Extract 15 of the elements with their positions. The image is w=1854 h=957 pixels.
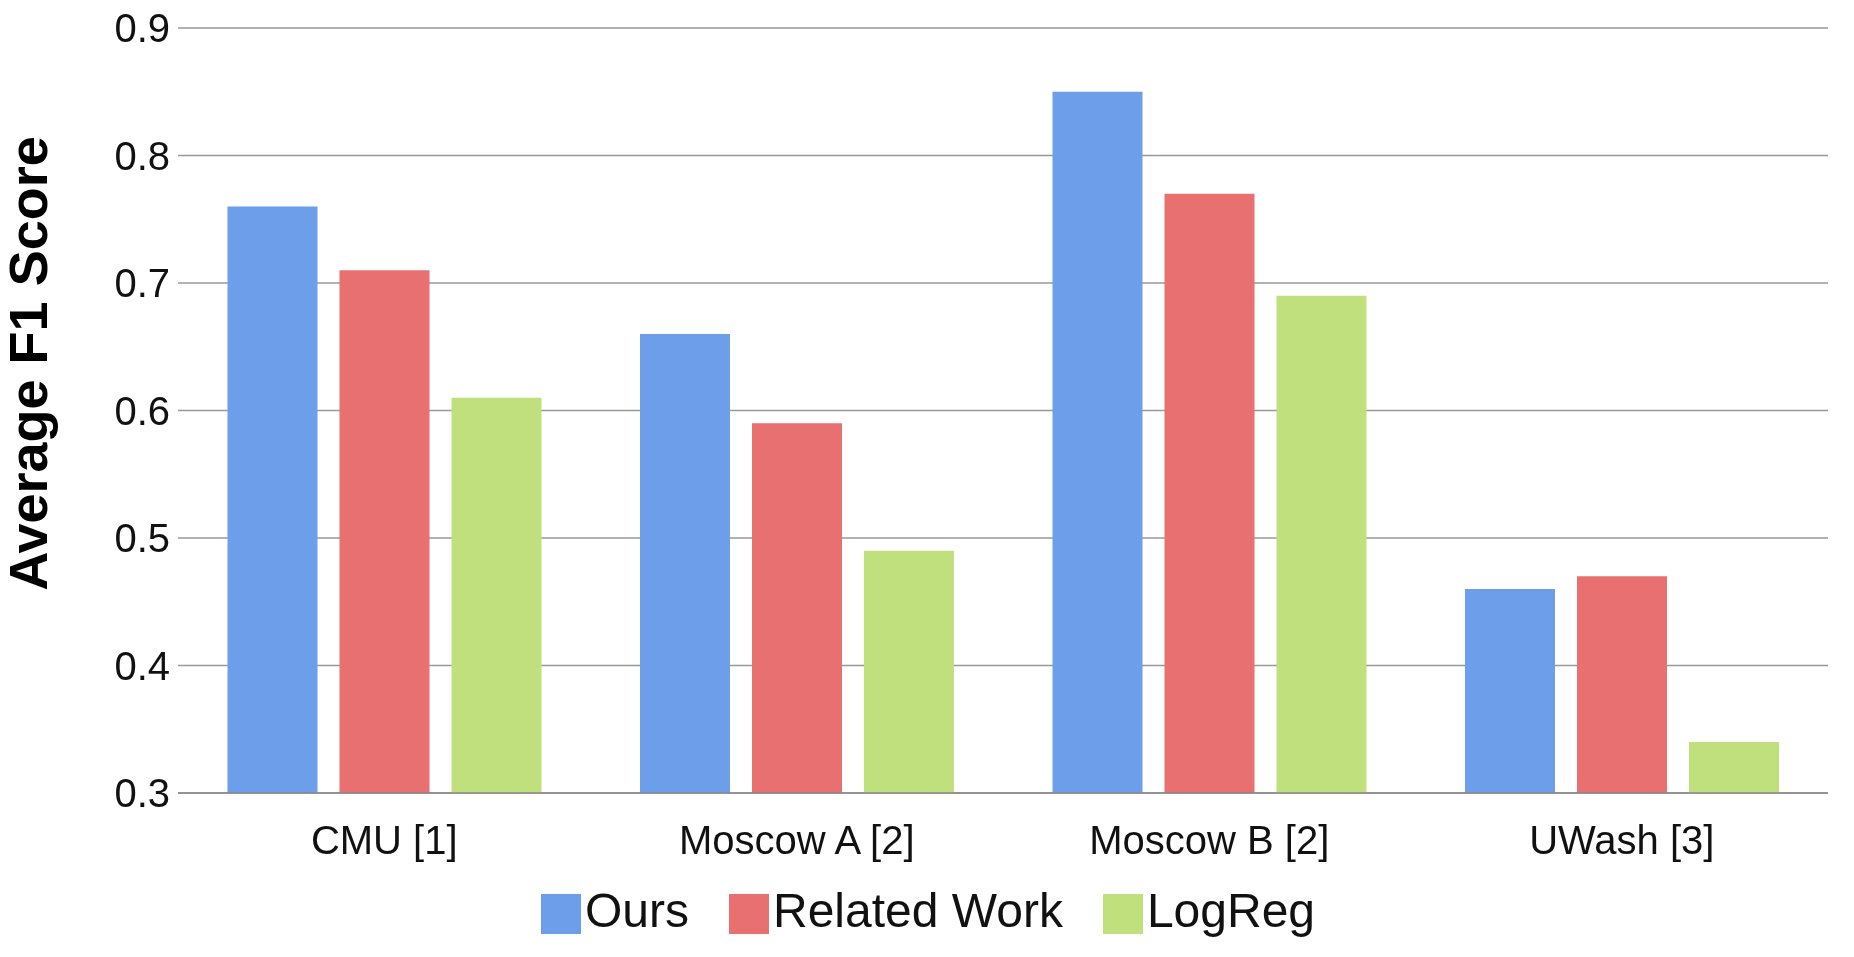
x-tick-label: Moscow A [2] [678,818,915,863]
y-axis-title: Average F1 Score [0,136,59,591]
y-tick-label: 0.5 [114,516,170,561]
y-tick-label: 0.6 [114,388,170,433]
legend-label: Related Work [772,884,1063,937]
y-tick-label: 0.7 [114,261,170,306]
y-tick-label: 0.4 [114,643,170,688]
legend-label: Ours [584,884,689,937]
y-tick-label: 0.9 [114,6,170,51]
y-tick-label: 0.3 [114,771,170,816]
x-tick-label: Moscow B [2] [1089,818,1330,863]
y-tick-label: 0.8 [114,133,170,178]
legend-label: LogReg [1146,884,1316,937]
x-tick-label: CMU [1] [310,818,458,863]
x-tick-label: UWash [3] [1529,818,1715,863]
